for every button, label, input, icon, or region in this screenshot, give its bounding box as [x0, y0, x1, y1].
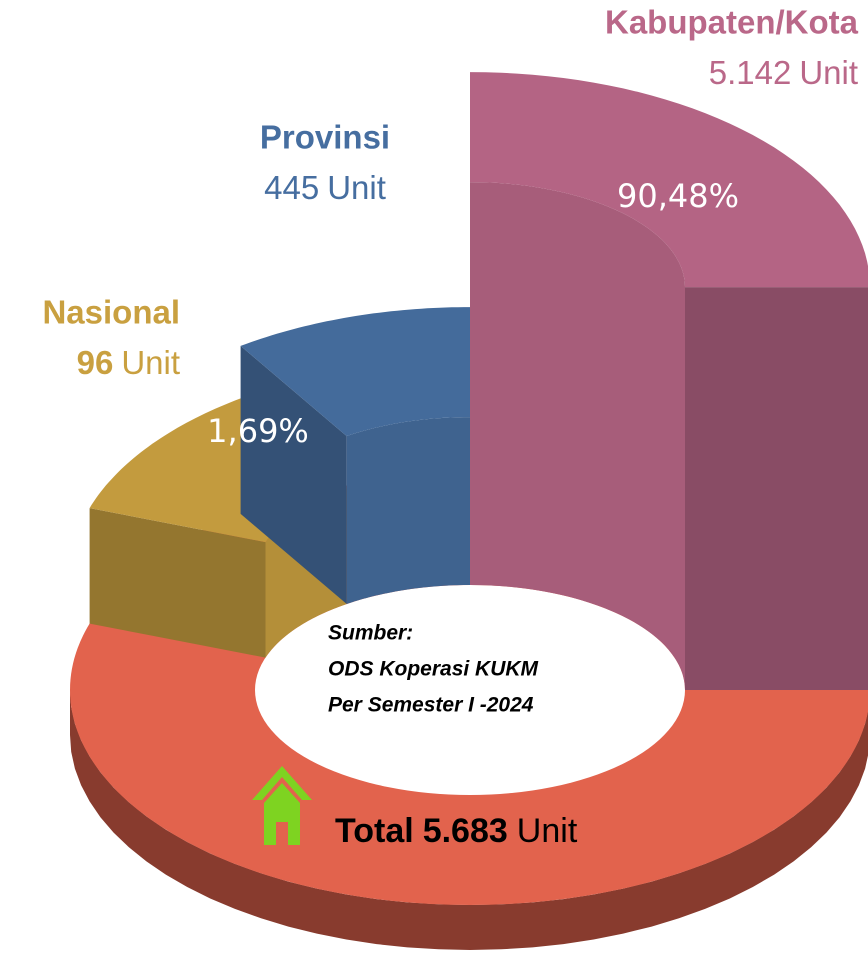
source-note: Sumber: ODS Koperasi KUKM Per Semester I…: [328, 622, 539, 717]
category-label: Kabupaten/Kota: [605, 4, 859, 41]
house-body: [264, 783, 300, 845]
total-label: Total: [335, 812, 414, 850]
count-label: 96 Unit: [77, 344, 180, 381]
segment-inner-wall: [346, 417, 470, 604]
segment-top: [240, 307, 470, 437]
count-unit: Unit: [121, 344, 180, 381]
category-label: Provinsi: [260, 119, 390, 156]
segment-end: [240, 345, 347, 604]
house-icon: [252, 766, 312, 845]
marks: [70, 72, 868, 950]
count-label: 445 Unit: [264, 169, 386, 206]
source-line: Per Semester I -2024: [328, 694, 534, 717]
count-value: 5.142: [709, 54, 792, 91]
segment-top: [470, 72, 868, 288]
ring-hole: [255, 585, 685, 795]
value-label: 7,83%: [354, 254, 456, 292]
segment: [240, 307, 470, 604]
value-label: 1,69%: [207, 412, 309, 450]
segment-end: [89, 508, 266, 658]
ring-side: [70, 690, 868, 950]
count-label: 5.142 Unit: [709, 54, 858, 91]
house-roof: [252, 766, 312, 800]
segment-inner-wall: [470, 182, 685, 690]
total-unit: Unit: [517, 812, 578, 850]
segment-end: [685, 287, 868, 690]
count-unit: Unit: [799, 54, 858, 91]
category-label: Nasional: [42, 294, 180, 331]
source-line: ODS Koperasi KUKM: [328, 658, 539, 681]
count-value: 445: [264, 169, 319, 206]
count-unit: Unit: [327, 169, 386, 206]
total-text: Total 5.683 Unit: [335, 812, 578, 850]
value-label: 90,48%: [617, 177, 739, 215]
total-value: 5.683: [423, 812, 508, 850]
count-value: 96: [77, 344, 114, 381]
source-line: Sumber:: [328, 622, 413, 645]
segment: [470, 72, 868, 690]
